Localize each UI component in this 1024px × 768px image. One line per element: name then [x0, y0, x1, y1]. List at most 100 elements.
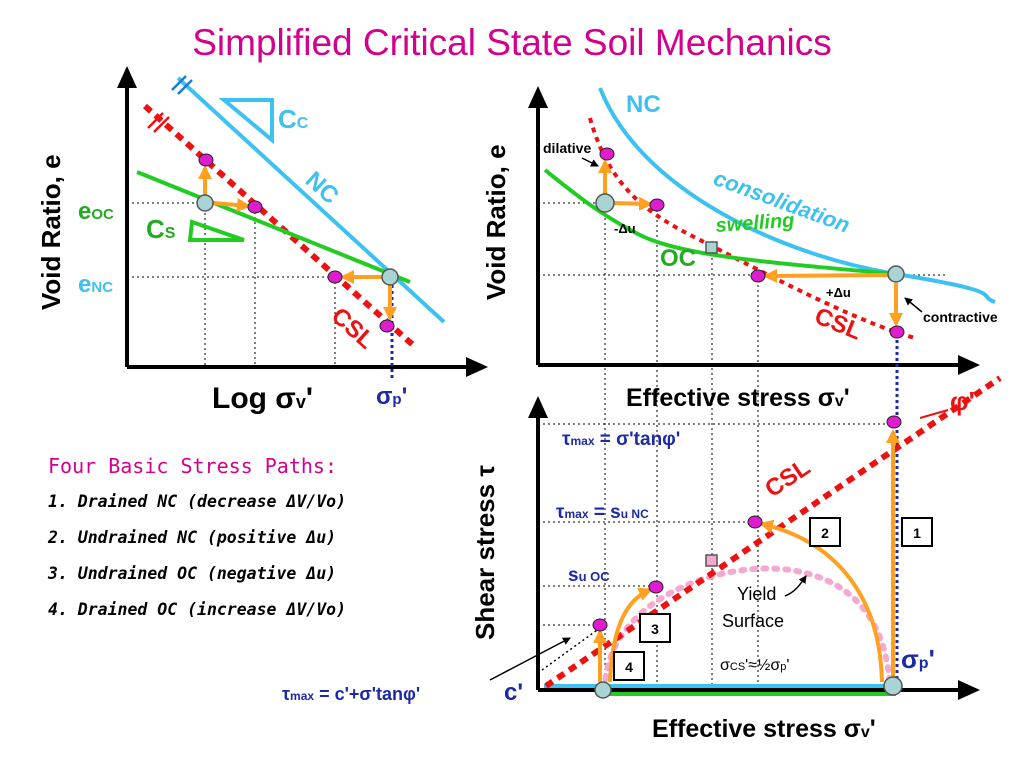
rt-plus-du-label: +Δu: [826, 285, 851, 300]
rb-point-csl-1: [886, 415, 902, 429]
rt-point-start-oc: [595, 193, 615, 213]
rt-point-csl-1: [599, 147, 615, 161]
rt-point-start-nc: [887, 265, 905, 283]
rb-point-square: [705, 554, 718, 567]
left-y-arrowhead: [117, 66, 137, 88]
left-point-start-nc: [381, 268, 399, 286]
rt-point-csl-2: [649, 198, 665, 212]
svg-text:1: 1: [913, 525, 921, 541]
cc-triangle: [218, 98, 274, 145]
left-csl-label: CSL: [326, 302, 380, 354]
stress-path-item-1: 1. Drained NC (decrease ΔV/Vo): [48, 492, 347, 511]
rb-c-prime-label: c': [504, 679, 523, 706]
left-nc-line: [176, 76, 446, 324]
rt-contractive-label: contractive: [923, 309, 998, 325]
rt-csl-curve: [588, 117, 916, 340]
left-point-start-oc: [196, 194, 214, 212]
rt-nc-label: NC: [626, 91, 661, 118]
svg-text:4: 4: [625, 659, 633, 675]
left-point-csl-1: [198, 153, 214, 167]
rt-y-arrowhead: [528, 86, 548, 108]
left-nc-label: NC: [300, 166, 344, 209]
rb-yield-pointer: [784, 575, 807, 597]
enc-label: eNC: [78, 271, 113, 298]
left-nc-break-mark: [171, 75, 187, 91]
left-sigma-p-label: σp': [376, 383, 407, 410]
stress-path-item-3: 3. Undrained OC (negative Δu): [48, 564, 337, 583]
stress-path-item-4: 4. Drained OC (increase ΔV/Vo): [48, 600, 347, 619]
rb-guides: [538, 423, 893, 626]
rt-swelling-label: swelling: [715, 210, 795, 237]
left-csl-line: [143, 103, 415, 348]
left-panel: Void Ratio, e eOC eNC CC CS NC CSL Log σ…: [36, 66, 488, 415]
rb-point-csl-3: [648, 580, 664, 594]
rb-csl-line: [544, 375, 1002, 689]
rb-tmax1-label: τmax = σ'tanφ': [562, 429, 680, 450]
rb-point-csl-4: [592, 618, 608, 632]
rb-tmax2-label: τmax = su NC: [556, 502, 649, 523]
rb-path-3: [608, 587, 653, 683]
cs-label: CS: [146, 214, 176, 244]
rt-point-csl-4: [889, 325, 905, 339]
left-guides: [127, 202, 390, 367]
path-box-3: 3: [639, 613, 671, 643]
rt-nc-curve: [598, 87, 996, 304]
rb-path-2: [759, 519, 884, 683]
left-x-axis-label: Log σv': [212, 382, 313, 415]
cs-triangle: [187, 219, 245, 242]
rb-sigma-p-label: σp': [901, 644, 935, 674]
rb-x-arrowhead: [958, 680, 980, 700]
rt-x-arrowhead: [958, 355, 980, 375]
rb-tmax3-label: τmax = c'+σ'tanφ': [282, 684, 420, 704]
stress-paths-list: Four Basic Stress Paths: 1. Drained NC (…: [48, 454, 448, 636]
path-box-4: 4: [613, 651, 645, 681]
rb-c-dotted: [541, 627, 601, 671]
rt-csl-label: CSL: [811, 303, 866, 346]
page-title: Simplified Critical State Soil Mechanics: [192, 22, 832, 63]
left-x-arrowhead: [466, 357, 488, 377]
rt-oc-label: OC: [660, 245, 696, 272]
rb-tmax-pointer: [489, 637, 571, 681]
left-y-axis-label: Void Ratio, e: [36, 154, 66, 310]
rt-point-csl-3: [750, 269, 766, 283]
rb-sigma-cs-label: σCS'≈½σp': [720, 657, 789, 674]
rb-point-origin-oc: [594, 681, 612, 699]
rt-path-right: [612, 196, 653, 211]
rb-y-arrowhead: [528, 396, 548, 418]
left-point-csl-2: [247, 200, 263, 214]
rt-minus-du-label: -Δu: [614, 221, 636, 236]
left-point-csl-3: [327, 270, 343, 284]
rt-swelling-curve: [543, 168, 897, 276]
stress-path-item-2: 2. Undrained NC (positive Δu): [48, 528, 337, 547]
svg-text:2: 2: [821, 525, 829, 541]
eoc-label: eOC: [78, 198, 114, 225]
rb-yield-label-2: Surface: [722, 611, 784, 631]
cc-label: CC: [278, 104, 309, 134]
rb-su-oc-label: su OC: [568, 565, 610, 586]
path-box-2: 2: [809, 517, 841, 547]
rb-phi-label: φ': [950, 386, 975, 416]
rb-x-axis-label: Effective stress σv': [652, 715, 876, 743]
rt-contractive-pointer: [904, 297, 923, 313]
rb-point-csl-2: [747, 515, 763, 529]
rt-dilative-label: dilative: [543, 140, 591, 156]
rb-csl-label: CSL: [760, 454, 815, 503]
rt-y-axis-label: Void Ratio, e: [481, 144, 511, 300]
rt-x-axis-label: Effective stress σv': [626, 384, 850, 412]
rb-phi-pointer: [919, 409, 949, 419]
svg-text:3: 3: [651, 621, 659, 637]
rb-yield-surface: [602, 565, 893, 693]
rb-y-axis-label: Shear stress τ: [470, 465, 500, 640]
rb-point-origin-nc: [883, 676, 903, 696]
rb-yield-label-1: Yield: [737, 584, 776, 604]
left-nc-break-mark-2: [177, 79, 193, 95]
stress-paths-heading: Four Basic Stress Paths:: [48, 454, 337, 478]
rt-path-left: [763, 268, 889, 283]
left-csl-break-mark: [147, 112, 164, 129]
left-path-right: [213, 198, 251, 213]
left-csl-break-mark-2: [153, 116, 170, 133]
path-box-1: 1: [901, 517, 933, 547]
rt-point-square: [705, 241, 718, 254]
rt-dilative-pointer: [581, 157, 599, 167]
